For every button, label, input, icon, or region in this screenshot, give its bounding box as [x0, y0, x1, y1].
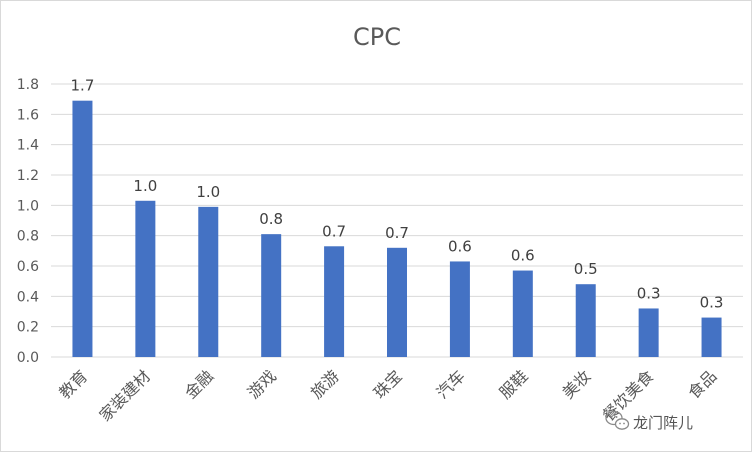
- y-tick-label: 1.6: [17, 107, 39, 123]
- y-tick-label: 0.2: [17, 320, 39, 336]
- data-label: 0.3: [637, 284, 661, 302]
- data-label: 0.7: [322, 222, 346, 240]
- bars: [72, 100, 722, 357]
- x-tick-label: 汽车: [433, 366, 469, 402]
- wechat-icon: [605, 410, 630, 430]
- bar-3: [261, 234, 282, 357]
- gridlines: [51, 83, 743, 358]
- x-tick-label: 家装建材: [95, 366, 154, 425]
- data-label: 0.8: [259, 210, 283, 228]
- watermark-text: 龙门阵儿: [633, 414, 693, 432]
- y-axis-ticks: 0.0 0.2 0.4 0.6 0.8 1.0 1.2 1.4 1.6 1.8: [17, 77, 39, 366]
- data-label: 0.3: [700, 294, 724, 312]
- x-tick-label: 食品: [684, 366, 720, 402]
- bar-2: [198, 206, 219, 357]
- data-label: 0.7: [385, 224, 409, 242]
- bar-0: [72, 100, 93, 357]
- y-tick-label: 0.6: [17, 259, 39, 275]
- bar-1: [135, 200, 156, 357]
- data-label: 1.7: [71, 77, 95, 95]
- x-tick-label: 服鞋: [496, 366, 532, 402]
- bar-6: [449, 261, 470, 357]
- x-tick-label: 旅游: [307, 366, 343, 402]
- x-tick-label: 金融: [181, 366, 217, 402]
- x-axis-ticks: 教育 家装建材 金融 游戏 旅游 珠宝 汽车 服鞋 美妆 餐饮美食 食品: [55, 366, 720, 425]
- bar-7: [512, 270, 533, 357]
- watermark: 龙门阵儿: [605, 410, 693, 432]
- x-tick-label: 游戏: [244, 366, 280, 402]
- bar-4: [324, 246, 345, 357]
- data-label: 0.6: [448, 237, 472, 255]
- y-tick-label: 0.0: [17, 350, 39, 366]
- y-tick-label: 1.2: [17, 168, 39, 184]
- y-tick-label: 0.8: [17, 229, 39, 245]
- bar-8: [575, 284, 596, 357]
- x-tick-label: 美妆: [558, 366, 594, 402]
- y-tick-label: 1.0: [17, 198, 39, 214]
- x-tick-label: 教育: [55, 366, 91, 402]
- bar-5: [387, 247, 407, 357]
- data-label: 1.0: [133, 177, 157, 195]
- chart-title: CPC: [353, 23, 401, 51]
- y-tick-label: 1.8: [17, 77, 39, 93]
- data-label: 0.5: [574, 260, 598, 278]
- y-tick-label: 1.4: [17, 138, 39, 154]
- x-tick-label: 珠宝: [370, 366, 406, 402]
- data-label: 0.6: [511, 247, 535, 265]
- data-labels: 1.7 1.0 1.0 0.8 0.7 0.7 0.6 0.6 0.5 0.3 0.3: [71, 77, 724, 312]
- y-tick-label: 0.4: [17, 289, 39, 305]
- data-label: 1.0: [196, 183, 220, 201]
- bar-10: [701, 317, 722, 357]
- bar-9: [638, 308, 659, 357]
